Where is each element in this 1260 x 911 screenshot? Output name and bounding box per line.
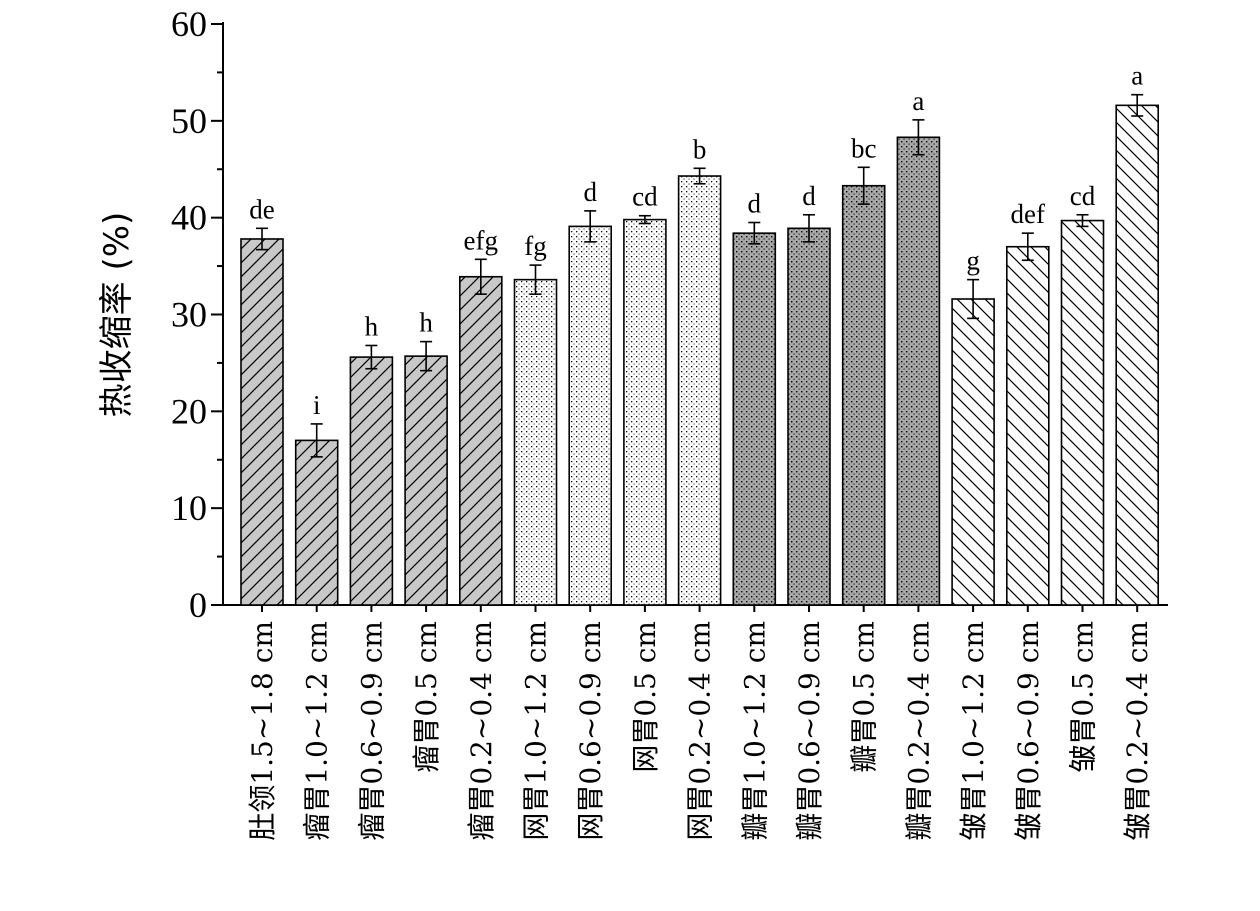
significance-label: b [693, 134, 707, 164]
y-tick-label: 60 [171, 4, 207, 44]
y-tick-label: 20 [171, 391, 207, 431]
significance-label: h [365, 311, 379, 341]
bar [677, 175, 722, 606]
bar [404, 355, 448, 606]
bar [951, 298, 995, 606]
y-axis: 0 10 20 30 40 50 60 [171, 4, 224, 625]
significance-label: d [583, 177, 597, 207]
bar [1005, 245, 1050, 606]
y-tick-label: 10 [171, 488, 207, 528]
significance-label: bc [851, 133, 877, 163]
y-tick-label: 30 [171, 295, 207, 335]
x-axis [223, 604, 1168, 612]
category-label: 皱胃1.0~1.2 cm [957, 621, 990, 841]
significance-label: efg [464, 225, 498, 255]
significance-label: cd [1070, 181, 1096, 211]
significance-label: a [1131, 61, 1143, 91]
bar [841, 184, 886, 606]
significance-label: g [966, 246, 980, 276]
category-label: 瓣胃1.0~1.2 cm [738, 621, 771, 841]
significance-label: fg [524, 231, 547, 261]
error-bars [256, 93, 1144, 458]
category-labels: 肚领1.5~1.8 cm 瘤胃1.0~1.2 cm 瘤胃0.6~0.9 cm 瘤胃0.… [246, 621, 1154, 841]
bar [458, 275, 503, 606]
bar [349, 356, 394, 606]
significance-label: def [1011, 199, 1045, 229]
category-label: 瘤胃0.6~0.9 cm [355, 621, 388, 841]
category-label: 皱胃0.5 cm [1067, 621, 1100, 773]
y-tick-label: 0 [189, 585, 207, 625]
significance-label: d [802, 181, 816, 211]
bar [513, 278, 558, 606]
significance-label: a [912, 86, 924, 116]
bar [787, 227, 831, 606]
category-label: 网胃0.2~0.4 cm [684, 621, 717, 841]
significance-label: cd [632, 182, 658, 212]
bar [1060, 219, 1105, 606]
y-axis-label: 热收缩率 (%) [97, 212, 137, 418]
category-label: 网胃0.5 cm [629, 621, 662, 773]
bars [240, 104, 1159, 606]
category-label: 肚领1.5~1.8 cm [246, 621, 279, 841]
significance-label: d [748, 189, 762, 219]
bar [294, 439, 339, 606]
category-label: 瘤胃0.5 cm [410, 621, 443, 773]
y-tick-label: 40 [171, 198, 207, 238]
significance-label: h [419, 308, 433, 338]
category-label: 瓣胃0.2~0.4 cm [902, 621, 935, 841]
category-label: 皱胃0.2~0.4 cm [1121, 621, 1154, 841]
bar [623, 218, 667, 606]
category-label: 瓣胃0.6~0.9 cm [793, 621, 826, 841]
bar [896, 136, 941, 606]
category-label: 瘤胃0.2~0.4 cm [465, 621, 498, 841]
significance-label: i [313, 390, 321, 420]
category-label: 瘤胃1.0~1.2 cm [301, 621, 334, 841]
bar [732, 232, 777, 606]
category-label: 瓣胃0.5 cm [848, 621, 881, 773]
bar [240, 238, 284, 606]
category-label: 网胃0.6~0.9 cm [574, 621, 607, 841]
bar [1115, 104, 1159, 606]
category-label: 网胃1.0~1.2 cm [520, 621, 553, 841]
bar [568, 225, 613, 606]
significance-label: de [249, 194, 275, 224]
y-tick-label: 50 [171, 101, 207, 141]
category-label: 皱胃0.6~0.9 cm [1012, 621, 1045, 841]
